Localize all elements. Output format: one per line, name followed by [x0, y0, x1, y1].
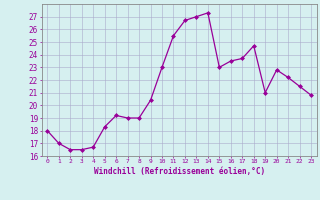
X-axis label: Windchill (Refroidissement éolien,°C): Windchill (Refroidissement éolien,°C)	[94, 167, 265, 176]
